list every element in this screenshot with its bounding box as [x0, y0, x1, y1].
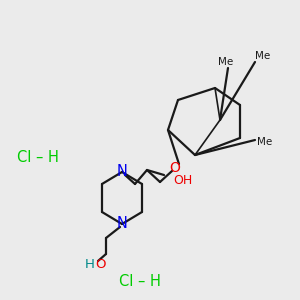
Text: Cl – H: Cl – H	[17, 151, 59, 166]
Text: Cl – H: Cl – H	[119, 274, 161, 290]
Text: H: H	[85, 257, 95, 271]
Text: Me: Me	[257, 137, 273, 147]
Text: O: O	[169, 161, 180, 175]
Text: N: N	[117, 217, 128, 232]
Text: OH: OH	[173, 173, 192, 187]
Text: O: O	[95, 257, 105, 271]
Text: Me: Me	[218, 57, 234, 67]
Text: N: N	[117, 164, 128, 179]
Text: Me: Me	[255, 51, 271, 61]
